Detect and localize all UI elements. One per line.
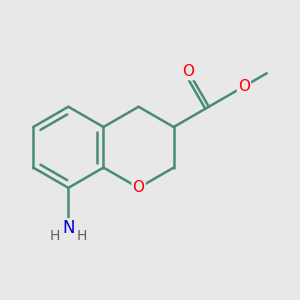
Text: O: O [182,64,194,79]
Text: H: H [50,229,60,243]
Text: O: O [238,79,250,94]
Text: N: N [62,219,75,237]
Text: O: O [133,180,145,195]
Text: H: H [76,229,87,243]
